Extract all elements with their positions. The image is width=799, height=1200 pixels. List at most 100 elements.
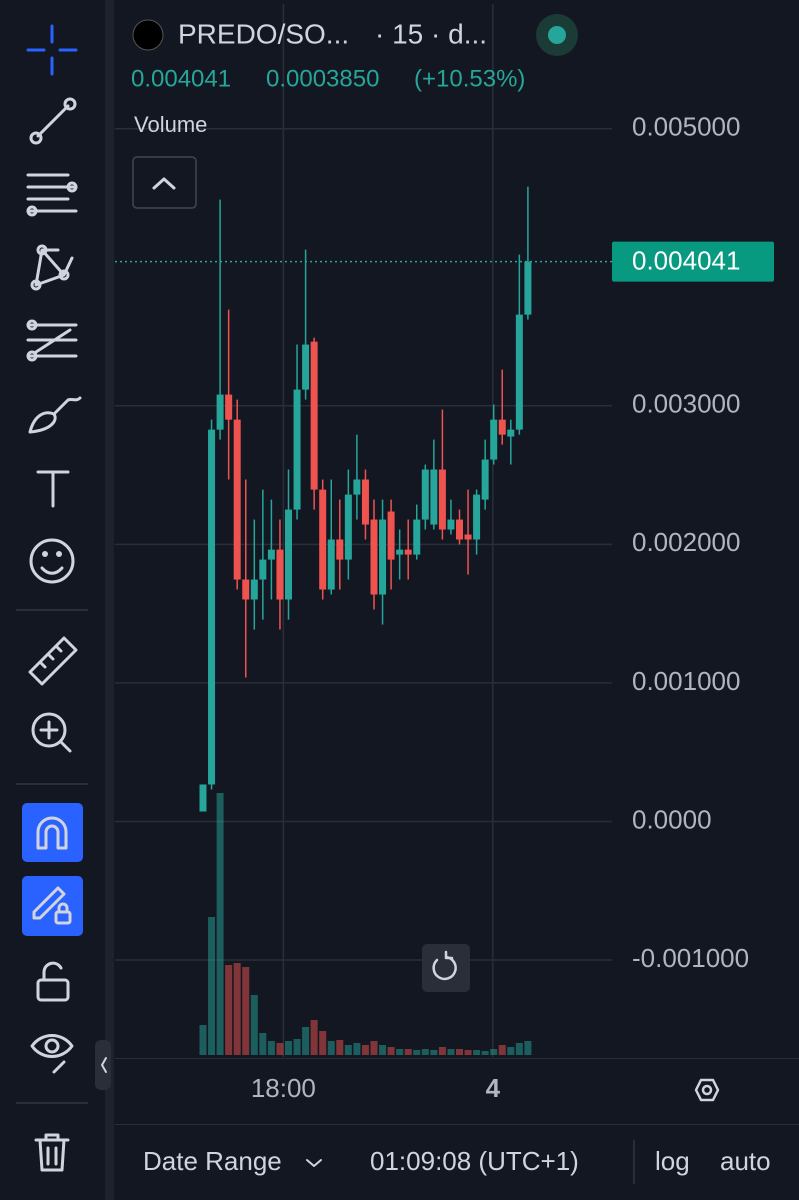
volume-bar xyxy=(336,1040,344,1055)
separator xyxy=(16,609,88,611)
candle-body xyxy=(456,519,463,540)
candle-body xyxy=(336,539,344,560)
candle-body xyxy=(507,429,515,437)
candle-body xyxy=(396,549,404,555)
collapse-arrow xyxy=(101,1057,107,1073)
candle-body xyxy=(233,419,241,580)
emoji-tool[interactable] xyxy=(29,538,75,584)
volume-bar xyxy=(524,1041,532,1055)
candle-body xyxy=(387,511,395,560)
candle-body xyxy=(447,519,455,530)
clock[interactable]: 01:09:08 (UTC+1) xyxy=(370,1146,579,1176)
volume-bar xyxy=(259,1033,267,1055)
candle-body xyxy=(319,489,327,590)
trash-icon[interactable] xyxy=(34,1133,70,1172)
change-percent: (+10.53%) xyxy=(414,65,525,92)
reset-button[interactable] xyxy=(422,944,470,992)
volume-bar xyxy=(344,1045,352,1055)
crosshair-tool[interactable] xyxy=(26,24,78,76)
date-range[interactable]: Date Range xyxy=(143,1146,282,1176)
magnet-icon xyxy=(36,816,68,850)
y-tick-label: 0.0000 xyxy=(632,804,712,834)
candle-body xyxy=(327,539,335,590)
volume-bar xyxy=(379,1045,387,1055)
zoom-tool[interactable] xyxy=(31,712,72,753)
candle-body xyxy=(515,314,523,430)
y-tick-label: -0.001000 xyxy=(632,943,749,973)
volume-bar xyxy=(319,1031,327,1055)
volume-bar xyxy=(396,1049,404,1055)
volume-bar xyxy=(267,1041,275,1055)
pattern-tool[interactable] xyxy=(30,244,74,291)
settings-icon[interactable] xyxy=(694,1078,720,1102)
change-value: 0.0003850 xyxy=(266,65,379,92)
auto-toggle[interactable]: auto xyxy=(720,1146,771,1176)
last-price-box xyxy=(612,241,774,282)
volume-bar xyxy=(361,1045,369,1055)
volume-bar xyxy=(285,1041,292,1055)
study-name: Volume xyxy=(134,112,207,137)
volume-bar xyxy=(430,1050,438,1055)
visibility-icon[interactable] xyxy=(30,1034,74,1074)
toolbar-divider xyxy=(105,0,114,1200)
chevron-up xyxy=(152,177,176,190)
candle-body xyxy=(464,534,472,540)
volume-bar xyxy=(293,1039,301,1055)
volume-bar xyxy=(447,1049,455,1055)
candle-body xyxy=(344,494,352,560)
candle-body xyxy=(285,509,292,600)
collapse-legend-button[interactable] xyxy=(132,156,197,209)
status-dot xyxy=(548,26,566,44)
plot: 0.005000 0.003000 0.002000 0.001000 0.0000 -0… xyxy=(115,4,774,1103)
candle-body xyxy=(216,394,224,430)
prediction-tool[interactable] xyxy=(26,319,78,362)
trend-line-tool[interactable] xyxy=(29,97,77,145)
volume-bar xyxy=(242,967,250,1055)
y-tick-label: 0.002000 xyxy=(632,527,740,557)
volume-bar xyxy=(216,793,224,1055)
y-tick-label: 0.003000 xyxy=(632,389,740,419)
candle-body xyxy=(361,479,369,525)
candle-body xyxy=(438,469,446,530)
footer-separator xyxy=(633,1140,635,1184)
candle-body xyxy=(199,784,207,812)
x-tick-label: 18:00 xyxy=(251,1073,316,1103)
ruler-tool[interactable] xyxy=(28,636,78,686)
volume-bar xyxy=(421,1049,429,1055)
candle-body xyxy=(242,579,250,600)
candle-body xyxy=(302,344,310,390)
pencil-lock-icon xyxy=(32,886,72,925)
unlock-icon[interactable] xyxy=(36,961,70,1002)
time-axis-border xyxy=(115,1058,799,1059)
candle-body xyxy=(421,469,429,520)
interval: · 15 · d... xyxy=(375,18,487,49)
candle-body xyxy=(430,469,438,525)
brush-tool[interactable] xyxy=(28,396,82,434)
candle-body xyxy=(276,549,284,600)
symbol[interactable]: PREDO/SO... xyxy=(178,18,349,49)
text-tool[interactable] xyxy=(36,470,70,508)
last-price-label: 0.004041 xyxy=(632,245,740,275)
candle-body xyxy=(379,519,387,595)
volume-bar xyxy=(404,1049,412,1055)
volume-bar xyxy=(481,1051,489,1055)
separator xyxy=(16,783,88,785)
log-toggle[interactable]: log xyxy=(655,1146,690,1176)
volume-bar xyxy=(208,917,216,1055)
volume-bar xyxy=(507,1047,515,1055)
candle-body xyxy=(250,579,258,600)
magnet-button[interactable] xyxy=(22,803,83,862)
candle-body xyxy=(473,494,481,540)
candle-body xyxy=(310,341,318,490)
volume-bar xyxy=(370,1041,378,1055)
candle-body xyxy=(481,459,489,500)
last-value: 0.004041 xyxy=(131,65,231,92)
volume-bar xyxy=(250,995,258,1055)
fib-tool[interactable] xyxy=(26,173,78,217)
volume-bar xyxy=(310,1020,318,1055)
candle-body xyxy=(267,549,275,560)
volume-bar xyxy=(276,1043,284,1055)
candle-body xyxy=(370,519,378,595)
volume-bar xyxy=(464,1050,472,1055)
